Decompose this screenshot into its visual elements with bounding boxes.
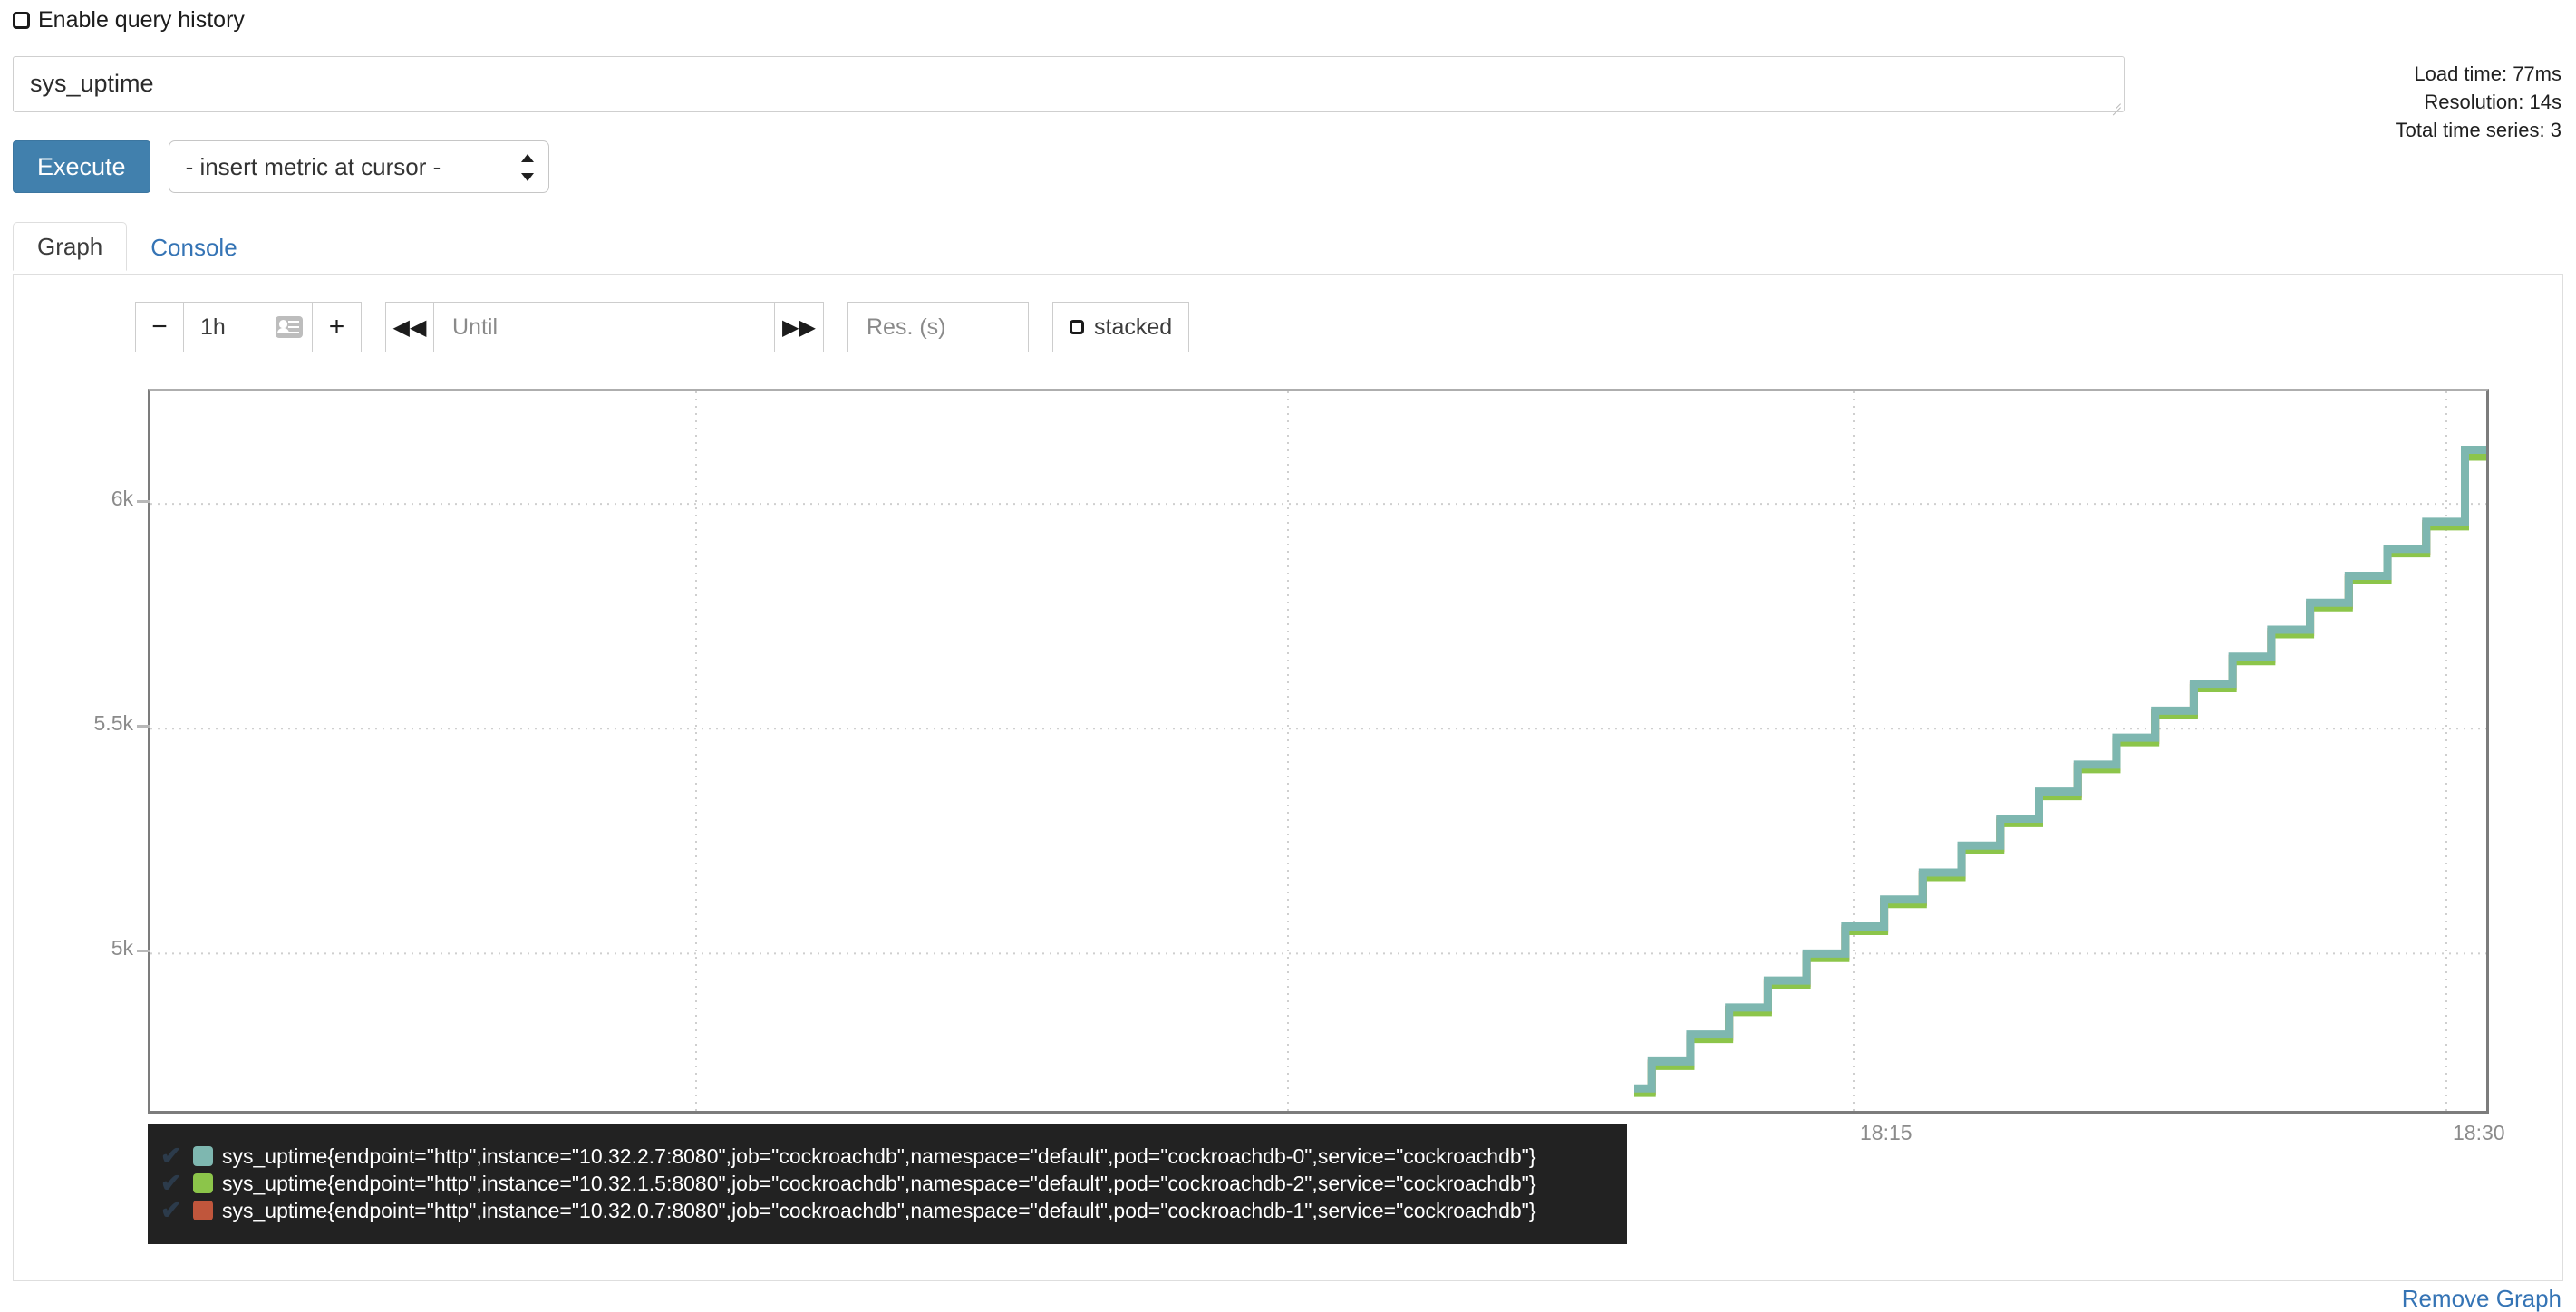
remove-graph-link[interactable]: Remove Graph (2401, 1285, 2561, 1312)
query-stats: Load time: 77ms Resolution: 14s Total ti… (2396, 60, 2561, 145)
series-line (1634, 452, 2486, 1097)
y-axis-tick-label: 5k (111, 936, 133, 960)
until-input[interactable] (450, 313, 774, 342)
y-axis-tick-label: 5.5k (93, 711, 133, 736)
query-history-label: Enable query history (38, 7, 245, 33)
y-axis-tick-mark (137, 500, 150, 504)
y-axis-tick-mark (137, 950, 150, 953)
expression-input[interactable] (14, 57, 2124, 111)
tab-graph[interactable]: Graph (13, 222, 128, 271)
legend-item[interactable]: ✔ sys_uptime{endpoint="http",instance="10… (148, 1197, 1627, 1224)
step-backward-icon[interactable]: ◀◀ (385, 302, 434, 352)
chevron-updown-icon (520, 152, 534, 183)
graph-panel: − 1h + ◀◀ ▶▶ (13, 274, 2563, 1281)
resolution-input[interactable] (865, 313, 1028, 342)
range-value: 1h (200, 314, 226, 340)
stacked-label: stacked (1094, 314, 1173, 340)
execute-row: Execute - insert metric at cursor - (13, 140, 549, 193)
y-axis-tick-mark (137, 725, 150, 728)
x-axis-tick-label: 18:30 (2453, 1121, 2505, 1144)
legend-check-icon[interactable]: ✔ (160, 1196, 182, 1224)
metric-select-value: - insert metric at cursor - (185, 153, 441, 180)
range-input[interactable]: 1h (184, 302, 313, 352)
legend-color-swatch (193, 1173, 213, 1193)
legend-series-label: sys_uptime{endpoint="http",instance="10.… (222, 1198, 1536, 1222)
series-line (1634, 446, 2486, 1093)
range-increase-button[interactable]: + (313, 302, 362, 352)
expression-input-wrapper[interactable] (13, 56, 2125, 112)
range-group: − 1h + (135, 302, 362, 352)
chart-svg (150, 391, 2486, 1111)
legend-check-icon[interactable]: ✔ (160, 1169, 182, 1197)
y-axis-tick-label: 6k (111, 487, 133, 511)
stacked-group: stacked (1052, 302, 1190, 352)
view-tabs: Graph Console (13, 222, 261, 271)
stacked-toggle[interactable]: stacked (1052, 302, 1190, 352)
legend-item[interactable]: ✔ sys_uptime{endpoint="http",instance="10… (148, 1170, 1627, 1197)
enable-query-history-row[interactable]: Enable query history (13, 9, 245, 32)
load-time: Load time: 77ms (2414, 63, 2561, 85)
legend-series-label: sys_uptime{endpoint="http",instance="10.… (222, 1143, 1536, 1168)
tab-console[interactable]: Console (150, 234, 237, 261)
stacked-checkbox[interactable] (1070, 320, 1084, 334)
range-decrease-button[interactable]: − (135, 302, 184, 352)
legend-color-swatch (193, 1201, 213, 1220)
range-spinner-icon[interactable] (276, 316, 303, 338)
total-time-series: Total time series: 3 (2395, 119, 2561, 142)
series-line (1634, 449, 2486, 1095)
query-history-checkbox[interactable] (13, 12, 30, 29)
plot-area[interactable] (148, 389, 2489, 1114)
metric-select[interactable]: - insert metric at cursor - (168, 140, 549, 193)
legend-color-swatch (193, 1146, 213, 1166)
legend-check-icon[interactable]: ✔ (160, 1142, 182, 1170)
graph-controls: − 1h + ◀◀ ▶▶ (135, 302, 1190, 352)
resolution-field[interactable] (847, 302, 1029, 352)
time-group: ◀◀ ▶▶ (385, 302, 824, 352)
resolution-group (847, 302, 1029, 352)
step-forward-icon[interactable]: ▶▶ (775, 302, 824, 352)
chart-legend: ✔ sys_uptime{endpoint="http",instance="10… (148, 1124, 1627, 1244)
until-field[interactable] (434, 302, 775, 352)
resolution: Resolution: 14s (2424, 91, 2561, 114)
legend-item[interactable]: ✔ sys_uptime{endpoint="http",instance="10… (148, 1143, 1627, 1170)
execute-button[interactable]: Execute (13, 140, 150, 193)
x-axis-tick-label: 18:15 (1860, 1121, 1913, 1144)
legend-series-label: sys_uptime{endpoint="http",instance="10.… (222, 1171, 1536, 1195)
